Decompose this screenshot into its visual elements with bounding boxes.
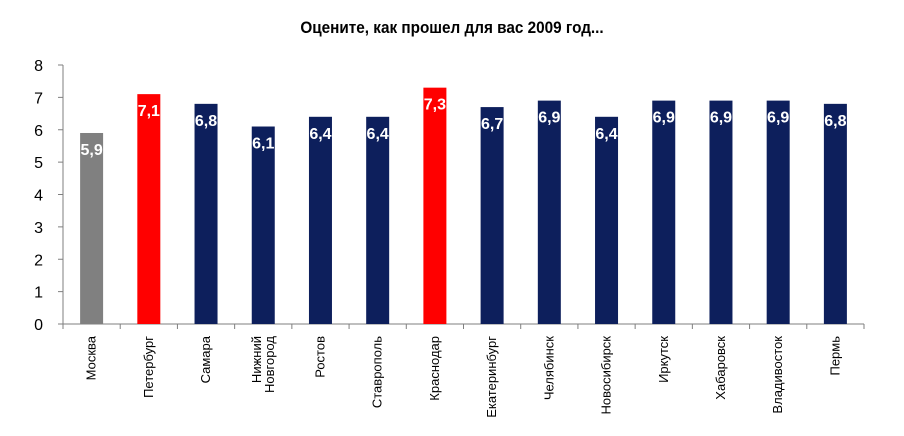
- bar: [194, 103, 218, 324]
- x-tick-label: Челябинск: [541, 336, 556, 400]
- bar: [709, 100, 733, 324]
- y-tick-label: 3: [34, 220, 43, 237]
- data-label: 6,9: [710, 110, 732, 127]
- bar: [251, 126, 275, 324]
- data-label: 6,4: [367, 126, 389, 143]
- y-tick-label: 4: [34, 188, 43, 205]
- data-label: 6,9: [653, 110, 675, 127]
- bar: [766, 100, 790, 324]
- data-label: 7,1: [138, 103, 160, 120]
- x-tick-label: Самара: [198, 335, 213, 383]
- bar: [80, 132, 104, 324]
- data-label: 6,1: [252, 136, 274, 153]
- data-label: 6,4: [309, 126, 331, 143]
- data-label: 5,9: [80, 142, 102, 159]
- y-tick-label: 2: [34, 252, 43, 269]
- data-label: 7,3: [424, 97, 446, 114]
- y-tick-label: 0: [34, 317, 43, 334]
- y-tick-label: 8: [34, 58, 43, 75]
- chart-title: Оцените, как прошел для вас 2009 год...: [300, 18, 604, 37]
- bar: [652, 100, 676, 324]
- data-label: 6,8: [195, 113, 217, 130]
- data-label: 6,7: [481, 116, 503, 133]
- x-tick-label: Екатеринбург: [484, 336, 499, 418]
- x-tick-label: Ставрополь: [370, 336, 385, 408]
- y-tick-label: 6: [34, 123, 43, 140]
- x-tick-label: Иркутск: [656, 336, 671, 383]
- bar: [308, 116, 332, 324]
- bar: [480, 107, 504, 325]
- bar: [595, 116, 619, 324]
- x-tick-label: Новосибирск: [599, 336, 614, 415]
- y-tick-label: 7: [34, 90, 43, 107]
- bar: [423, 87, 447, 324]
- bar: [823, 103, 847, 324]
- x-tick-label: Пермь: [827, 336, 842, 376]
- data-label: 6,4: [595, 126, 617, 143]
- bar: [137, 94, 161, 324]
- x-tick-label: Краснодар: [427, 336, 442, 401]
- bar: [537, 100, 561, 324]
- y-tick-label: 1: [34, 285, 43, 302]
- x-tick-label: Ростов: [312, 336, 327, 378]
- x-tick-label: Хабаровск: [713, 336, 728, 400]
- x-tick-label: НижнийНовгород: [249, 336, 277, 393]
- data-label: 6,9: [767, 110, 789, 127]
- x-tick-label: Москва: [84, 335, 99, 380]
- data-label: 6,9: [538, 110, 560, 127]
- bar: [366, 116, 390, 324]
- data-label: 6,8: [824, 113, 846, 130]
- y-tick-label: 5: [34, 155, 43, 172]
- x-tick-label: Владивосток: [770, 336, 785, 414]
- x-tick-label: Петербург: [141, 336, 156, 398]
